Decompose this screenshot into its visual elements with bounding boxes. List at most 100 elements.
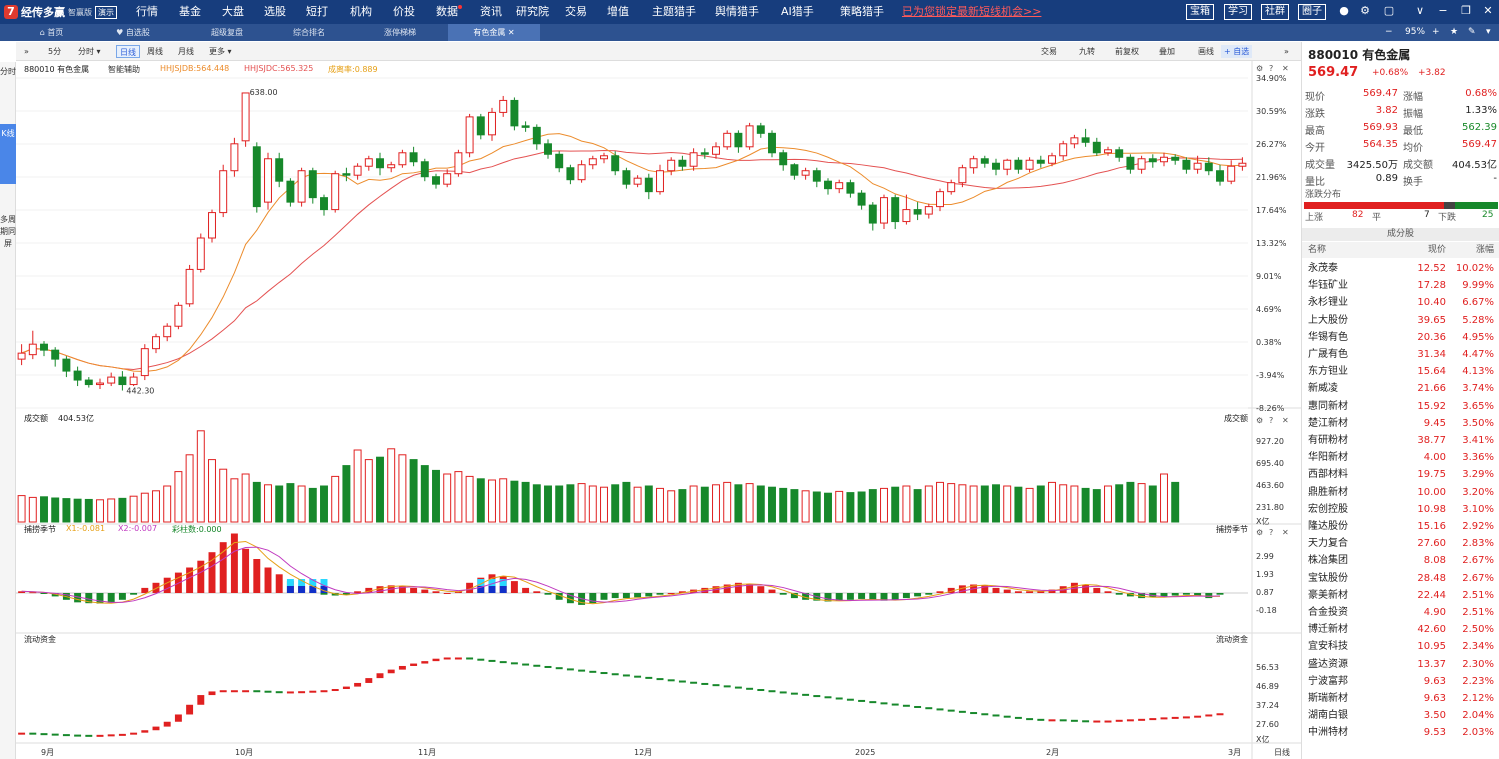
menu-6[interactable]: 机构: [350, 0, 372, 24]
candle-body[interactable]: [17, 352, 26, 360]
period-3[interactable]: 日线: [116, 45, 140, 58]
candle-body[interactable]: [812, 170, 821, 182]
app-logo[interactable]: 7 经传多赢 智赢版 演示: [4, 4, 117, 20]
candle-body[interactable]: [723, 132, 732, 148]
candle-body[interactable]: [656, 170, 664, 193]
col-price[interactable]: 现价: [1427, 245, 1446, 255]
candle-body[interactable]: [252, 146, 261, 208]
candle-body[interactable]: [846, 182, 855, 194]
candle-body[interactable]: [1126, 156, 1135, 170]
candle-body[interactable]: [958, 167, 967, 184]
component-row[interactable]: 新威凌 21.66 3.74%: [1302, 380, 1499, 397]
component-row[interactable]: 隆达股份 15.16 2.92%: [1302, 518, 1499, 535]
chart-tool-3[interactable]: 前复权: [1115, 47, 1139, 56]
candle-body[interactable]: [857, 192, 866, 206]
candle-body[interactable]: [387, 164, 396, 169]
candle-body[interactable]: [443, 173, 452, 185]
candle-body[interactable]: [432, 176, 440, 185]
candle-body[interactable]: [73, 370, 82, 381]
menu-11[interactable]: 交易: [565, 0, 587, 24]
candle-body[interactable]: [611, 155, 620, 172]
price-tools-icon[interactable]: ?: [1269, 64, 1273, 73]
component-row[interactable]: 博迁新材 42.60 2.50%: [1302, 621, 1499, 638]
candle-body[interactable]: [835, 182, 844, 190]
candle-body[interactable]: [1193, 162, 1202, 170]
component-row[interactable]: 永杉锂业 10.40 6.67%: [1302, 294, 1499, 311]
candle-body[interactable]: [902, 209, 911, 223]
candle-body[interactable]: [633, 177, 642, 185]
candle-body[interactable]: [969, 158, 978, 169]
component-row[interactable]: 天力复合 27.60 2.83%: [1302, 535, 1499, 552]
chart-tool-5[interactable]: 画线: [1198, 47, 1214, 56]
top-button-3[interactable]: 社群: [1261, 4, 1289, 20]
candle-body[interactable]: [1081, 137, 1090, 143]
candle-body[interactable]: [936, 191, 944, 208]
candle-body[interactable]: [790, 164, 799, 176]
candle-body[interactable]: [1036, 159, 1045, 164]
candle-body[interactable]: [40, 343, 48, 351]
candle-body[interactable]: [398, 152, 407, 166]
component-row[interactable]: 中洲特材 9.53 2.03%: [1302, 724, 1499, 741]
candle-body[interactable]: [1160, 156, 1168, 163]
candle-body[interactable]: [275, 158, 284, 182]
candle-body[interactable]: [880, 197, 888, 224]
col-change[interactable]: 涨幅: [1475, 245, 1494, 255]
component-row[interactable]: 宁波富邦 9.63 2.23%: [1302, 673, 1499, 690]
tab-6[interactable]: 有色金属 ✕: [448, 24, 540, 41]
view-2[interactable]: K线: [0, 124, 16, 184]
minimize-icon[interactable]: −: [1438, 4, 1448, 17]
component-row[interactable]: 合金投资 4.90 2.51%: [1302, 604, 1499, 621]
candle-body[interactable]: [992, 162, 1000, 170]
view-1[interactable]: 分时: [0, 67, 16, 76]
candle-body[interactable]: [600, 155, 608, 160]
candle-body[interactable]: [152, 336, 160, 350]
candle-body[interactable]: [488, 111, 496, 136]
candle-body[interactable]: [577, 164, 586, 181]
candle-body[interactable]: [779, 152, 788, 166]
candle-body[interactable]: [532, 126, 541, 145]
component-row[interactable]: 湖南白银 3.50 2.04%: [1302, 707, 1499, 724]
component-row[interactable]: 东方钽业 15.64 4.13%: [1302, 363, 1499, 380]
chart-tool-2[interactable]: 九转: [1079, 47, 1095, 56]
component-row[interactable]: 鼎胜新材 10.00 3.20%: [1302, 484, 1499, 501]
candle-body[interactable]: [499, 99, 508, 113]
top-button-1[interactable]: 宝箱: [1186, 4, 1214, 20]
menu-14[interactable]: 舆情猎手: [715, 0, 759, 24]
candle-body[interactable]: [1059, 143, 1068, 157]
volume-tools-icon[interactable]: ⚙: [1256, 416, 1263, 425]
candle-body[interactable]: [96, 382, 104, 386]
period-1[interactable]: 5分: [48, 45, 61, 58]
period-4[interactable]: 周线: [147, 45, 163, 58]
menu-15[interactable]: AI猎手: [781, 0, 814, 24]
menu-12[interactable]: 增值: [607, 0, 629, 24]
candle-body[interactable]: [196, 237, 205, 270]
candle-body[interactable]: [353, 165, 362, 176]
candle-body[interactable]: [1182, 159, 1191, 170]
menu-7[interactable]: 价投: [393, 0, 415, 24]
tab-2[interactable]: ♥ 自选股: [90, 24, 176, 41]
restore-icon[interactable]: ❐: [1461, 4, 1471, 17]
candle-body[interactable]: [555, 153, 564, 169]
component-row[interactable]: 惠同新材 15.92 3.65%: [1302, 398, 1499, 415]
component-row[interactable]: 西部材料 19.75 3.29%: [1302, 466, 1499, 483]
menu-2[interactable]: 基金: [179, 0, 201, 24]
candle-body[interactable]: [1092, 141, 1101, 154]
candle-body[interactable]: [376, 158, 384, 169]
candle-body[interactable]: [107, 376, 116, 384]
candle-body[interactable]: [1216, 170, 1224, 182]
candle-body[interactable]: [264, 158, 272, 203]
candle-body[interactable]: [980, 158, 989, 164]
candle-body[interactable]: [1003, 159, 1012, 170]
candle-body[interactable]: [62, 358, 71, 372]
menu-9[interactable]: 资讯: [480, 0, 502, 24]
component-row[interactable]: 华钰矿业 17.28 9.99%: [1302, 277, 1499, 294]
edit-icon[interactable]: ✎: [1468, 27, 1476, 37]
candle-body[interactable]: [1171, 156, 1180, 161]
component-row[interactable]: 斯瑞新材 9.63 2.12%: [1302, 690, 1499, 707]
candle-body[interactable]: [1148, 158, 1157, 163]
candle-body[interactable]: [1048, 155, 1056, 164]
candle-body[interactable]: [208, 212, 216, 239]
candle-body[interactable]: [331, 173, 340, 211]
zoom-out-icon[interactable]: −: [1385, 27, 1393, 37]
candle-body[interactable]: [924, 206, 933, 215]
